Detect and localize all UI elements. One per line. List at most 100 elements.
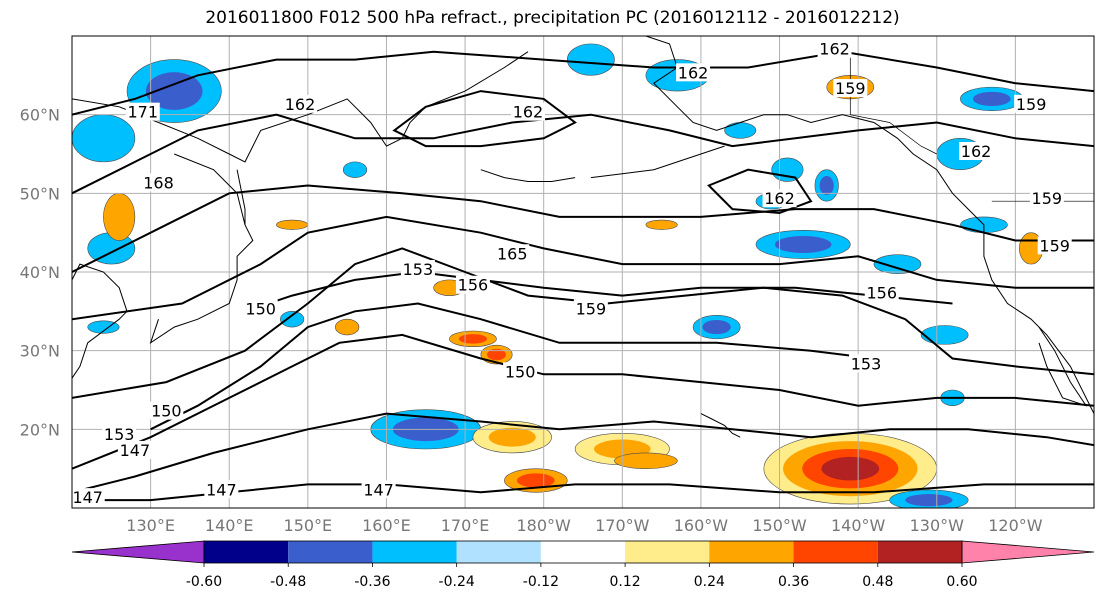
precipitation-cell — [873, 254, 922, 274]
longitude-label: 170°W — [595, 516, 650, 535]
contour-label: 147 — [363, 480, 394, 499]
contour-line — [72, 215, 1094, 321]
contour-label: 150 — [505, 362, 536, 381]
precipitation-cell — [771, 157, 804, 182]
contour-label-halo — [864, 283, 899, 302]
latitude-label: 40°N — [20, 263, 60, 282]
colorbar-extend-low — [71, 540, 205, 564]
contour-line — [72, 247, 1094, 399]
contour-label: 159 — [576, 299, 607, 318]
contour-labels: 162 162 159 159 162 171 162 162 168 162 159 159 165 1… — [72, 39, 1072, 507]
longitude-label: 150°W — [752, 516, 807, 535]
contour-label-halo — [495, 244, 530, 263]
contour-label: 159 — [1039, 236, 1070, 255]
colorbar-box — [877, 541, 962, 563]
longitude-label: 140°E — [205, 516, 254, 535]
precipitation-cell — [614, 452, 678, 469]
precipitation-cell — [516, 473, 555, 488]
contour-label: 150 — [245, 299, 276, 318]
contour-label-halo — [676, 63, 711, 82]
contour-label-halo — [149, 401, 184, 420]
precipitation-cell — [276, 219, 309, 230]
coastline — [645, 36, 1094, 414]
contour-line — [72, 184, 1094, 273]
contour-label-halo — [1014, 94, 1049, 113]
precipitation-cell — [972, 91, 1011, 107]
contour-line — [72, 50, 1094, 116]
longitude-label: 170°E — [441, 516, 490, 535]
contour-label: 153 — [403, 260, 434, 279]
precipitation-cell — [103, 193, 136, 241]
precipitation-cell — [821, 456, 880, 481]
colorbar-extend-high — [961, 540, 1095, 564]
coastline — [590, 145, 725, 179]
colorbar-label: 0.48 — [862, 574, 893, 590]
contour-label-halo — [361, 480, 396, 499]
longitude-label: 120°W — [988, 516, 1043, 535]
map-frame — [71, 35, 1095, 509]
precipitation-cell — [488, 427, 536, 447]
contour-label-halo — [1029, 189, 1064, 208]
contour-label: 159 — [1032, 189, 1063, 208]
contour-label: 165 — [497, 244, 528, 263]
colorbar: -0.60 -0.48 -0.36 -0.24 -0.12 0.12 0.24 0.36 0.4… — [71, 540, 1095, 590]
latitude-label: 50°N — [20, 184, 60, 203]
contour-label-halo — [510, 102, 545, 121]
contour-label-halo — [400, 260, 435, 278]
colorbar-box — [288, 541, 373, 563]
longitude-label: 160°W — [674, 516, 729, 535]
contour-label-halo — [817, 39, 852, 58]
contour-line — [150, 302, 875, 431]
colorbar-box — [793, 541, 878, 563]
contour-label: 153 — [851, 354, 882, 373]
contour-label: 156 — [458, 276, 489, 295]
contour-line — [244, 270, 953, 313]
precipitation-cell — [724, 122, 757, 139]
colorbar-box — [204, 541, 289, 563]
contour-label: 162 — [513, 103, 544, 122]
contour-label: 162 — [764, 189, 795, 208]
coastline — [480, 169, 576, 182]
contour-line — [72, 113, 1094, 195]
contour-label-halo — [72, 488, 105, 507]
contour-line — [72, 333, 1094, 470]
colorbar-box — [456, 541, 541, 563]
refractivity-contours — [72, 50, 1094, 502]
precipitation-cell — [487, 348, 506, 361]
contour-label-halo — [204, 480, 239, 499]
longitude-label: 140°W — [831, 516, 886, 535]
contour-label: 162 — [819, 40, 850, 59]
contour-label-halo — [141, 173, 176, 192]
precipitation-cell — [145, 72, 203, 110]
contour-label: 162 — [678, 63, 709, 82]
contour-label-halo — [1037, 236, 1072, 255]
longitude-label: 160°E — [362, 516, 411, 535]
latitude-tick-labels: 60°N 50°N 40°N 30°N 20°N — [20, 106, 60, 440]
precipitation-cell — [72, 114, 136, 163]
contour-label-halo — [849, 354, 884, 373]
colorbar-frame — [203, 540, 963, 564]
contour-label: 156 — [866, 284, 897, 303]
colorbar-box — [625, 541, 710, 563]
contour-label-halo — [243, 299, 278, 318]
coastline — [700, 413, 741, 438]
contour-label: 150 — [151, 402, 182, 421]
contour-label: 162 — [961, 142, 992, 161]
latitude-label: 30°N — [20, 342, 60, 361]
latitude-label: 60°N — [20, 106, 60, 125]
colorbar-box — [372, 541, 457, 563]
figure-title: 2016011800 F012 500 hPa refract., precip… — [205, 8, 900, 28]
contour-label-halo — [455, 275, 490, 294]
contour-label-halo — [833, 79, 868, 98]
contour-label-halo — [282, 94, 317, 113]
contour-label: 147 — [206, 480, 237, 499]
colorbar-label: 0.36 — [778, 574, 809, 590]
contour-label-halo — [125, 102, 160, 121]
colorbar-label: -0.12 — [523, 574, 559, 590]
coastline — [149, 153, 254, 345]
precipitation-cell — [280, 311, 305, 328]
contour-label: 159 — [1016, 95, 1047, 114]
contour-label: 159 — [835, 79, 866, 98]
